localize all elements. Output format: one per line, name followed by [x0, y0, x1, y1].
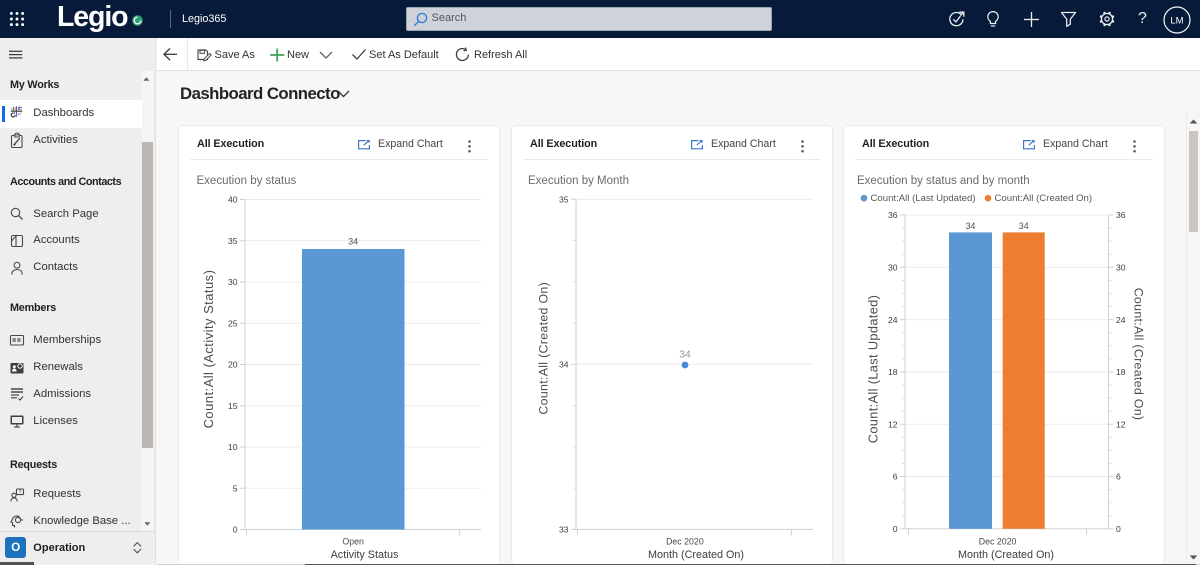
svg-text:5: 5	[233, 483, 238, 493]
svg-text:10: 10	[228, 442, 238, 452]
svg-text:15: 15	[228, 401, 238, 411]
svg-text:33: 33	[559, 525, 569, 535]
svg-text:36: 36	[1116, 210, 1126, 220]
svg-text:Dec 2020: Dec 2020	[979, 537, 1017, 547]
svg-text:Count:All (Created On): Count:All (Created On)	[537, 282, 551, 415]
svg-text:18: 18	[888, 367, 898, 377]
svg-text:Month (Created On): Month (Created On)	[958, 549, 1054, 561]
svg-text:30: 30	[888, 263, 898, 273]
svg-text:20: 20	[228, 360, 238, 370]
svg-text:6: 6	[893, 472, 898, 482]
svg-text:0: 0	[893, 524, 898, 534]
svg-text:18: 18	[1116, 367, 1126, 377]
svg-text:35: 35	[559, 194, 569, 204]
svg-text:Count:All (Activity Status): Count:All (Activity Status)	[201, 270, 216, 429]
svg-text:Activity Status: Activity Status	[331, 549, 399, 561]
svg-text:12: 12	[1116, 419, 1126, 429]
svg-text:0: 0	[233, 525, 238, 535]
svg-text:Count:All (Last Updated): Count:All (Last Updated)	[866, 295, 881, 444]
svg-text:LM: LM	[1170, 15, 1183, 26]
svg-text:34: 34	[559, 360, 569, 370]
svg-text:Count:All (Created On): Count:All (Created On)	[1132, 288, 1146, 421]
svg-text:34: 34	[348, 237, 358, 247]
svg-text:40: 40	[228, 195, 238, 205]
svg-text:Dec 2020: Dec 2020	[666, 537, 704, 547]
svg-text:34: 34	[966, 221, 976, 231]
svg-text:Month (Created On): Month (Created On)	[648, 549, 744, 561]
svg-text:34: 34	[1019, 221, 1029, 231]
svg-text:0: 0	[1116, 524, 1121, 534]
svg-text:34: 34	[679, 350, 691, 361]
svg-text:?: ?	[18, 489, 21, 495]
svg-text:6: 6	[1116, 472, 1121, 482]
svg-text:24: 24	[1116, 315, 1126, 325]
svg-text:30: 30	[228, 277, 238, 287]
svg-text:36: 36	[888, 210, 898, 220]
svg-text:25: 25	[228, 318, 238, 328]
svg-text:24: 24	[888, 315, 898, 325]
svg-text:Open: Open	[342, 537, 364, 547]
svg-text:35: 35	[228, 236, 238, 246]
svg-text:12: 12	[888, 419, 898, 429]
svg-text:30: 30	[1116, 263, 1126, 273]
